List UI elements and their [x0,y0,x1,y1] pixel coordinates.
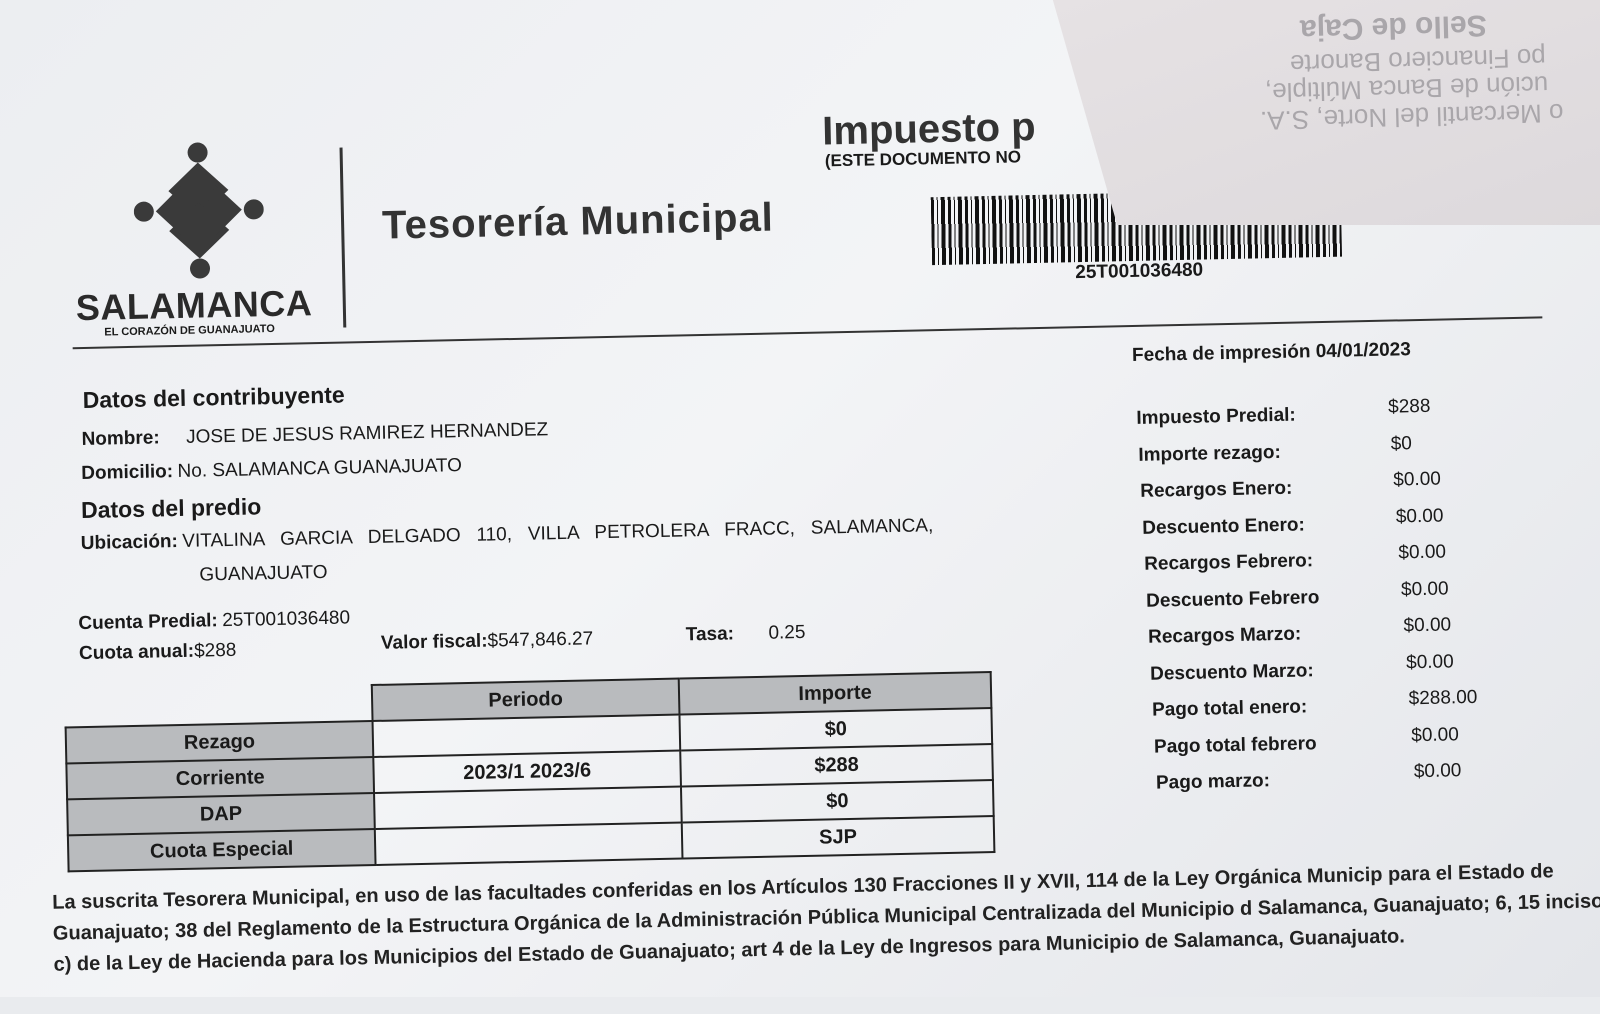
cuota-value: $288 [193,639,237,662]
brand-tagline: EL CORAZÓN DE GUANAJUATO [104,322,275,339]
summary-value: $0.00 [1405,650,1454,673]
summary-value: $0.00 [1403,614,1452,637]
tasa-row: Tasa: 0.25 [686,622,806,647]
ubicacion-value-line2: GUANAJUATO [199,561,328,586]
summary-value: $0.00 [1393,468,1442,491]
tasa-label: Tasa: [685,623,735,646]
summary-label: Importe rezago: [1138,441,1282,466]
summary-label: Recargos Febrero: [1143,550,1314,575]
row-importe: SJP [681,816,995,859]
ubicacion-label: Ubicación: [80,531,179,555]
row-concepto: Cuota Especial [67,828,376,872]
salamanca-logo-icon [133,142,264,279]
summary-label: Pago total enero: [1151,696,1308,721]
nombre-label: Nombre: [81,427,160,451]
stamp-line-1: Sello de Caja [1299,8,1488,47]
print-date-value: 04/01/2023 [1315,339,1412,363]
cuota-row: Cuota anual:$288 [79,640,237,665]
document-note: (ESTE DOCUMENTO NO [824,147,1022,171]
summary-label: Recargos Marzo: [1147,623,1302,648]
print-date: Fecha de impresión 04/01/2023 [1132,339,1411,367]
domicilio-value: No. SALAMANCA GUANAJUATO [177,455,463,483]
department-name: Tesorería Municipal [381,195,775,248]
folded-receipt-stamp: Sello de Caja po Financiero Banorte ució… [1050,0,1600,225]
tasa-value: 0.25 [768,621,806,644]
divider [339,147,347,328]
summary-value: $288.00 [1408,686,1478,710]
summary-value: $0 [1390,432,1413,455]
summary-label: Descuento Enero: [1142,513,1306,539]
domicilio-label: Domicilio: [81,461,174,485]
domicilio-row: Domicilio: No. SALAMANCA GUANAJUATO [81,455,462,485]
summary-label: Descuento Febrero [1145,586,1320,612]
summary-value: $0.00 [1395,505,1444,528]
summary-label: Pago total febrero [1153,732,1317,758]
row-periodo [374,822,683,865]
summary-value: $0.00 [1413,760,1462,783]
importe-table: Periodo Importe Rezago $0 Corriente 2023… [64,671,996,872]
cuenta-value: 25T001036480 [222,607,351,632]
summary-value: $0.00 [1398,541,1447,564]
valor-value: $547,846.27 [487,628,594,652]
summary-value: $0.00 [1400,577,1449,600]
cuenta-label: Cuenta Predial: [78,610,218,635]
stamp-line-4: o Mercantil del Norte, S.A. [1259,98,1564,136]
summary-label: Pago marzo: [1155,770,1271,794]
nombre-row: Nombre: JOSE DE JESUS RAMIREZ HERNANDEZ [81,419,548,451]
cuenta-row: Cuenta Predial: 25T001036480 [78,607,350,635]
summary-label: Descuento Marzo: [1149,659,1314,685]
contribuyente-heading: Datos del contribuyente [82,381,345,413]
ubicacion-value: VITALINA GARCIA DELGADO 110, VILLA PETRO… [182,515,934,552]
predio-heading: Datos del predio [80,493,262,524]
barcode-number: 25T001036480 [1075,259,1204,284]
valor-label: Valor fiscal: [380,630,488,654]
nombre-value: JOSE DE JESUS RAMIREZ HERNANDEZ [185,419,549,448]
summary-value: $0.00 [1411,723,1460,746]
summary-label: Impuesto Predial: [1136,404,1296,429]
valor-row: Valor fiscal:$547,846.27 [381,628,594,654]
summary-label: Recargos Enero: [1140,477,1293,502]
summary-value: $288 [1387,395,1431,418]
print-date-label: Fecha de impresión [1131,341,1311,367]
brand-name: SALAMANCA [75,282,313,329]
legal-text: La suscrita Tesorera Municipal, en uso d… [52,860,1600,976]
cuota-label: Cuota anual: [78,640,195,665]
